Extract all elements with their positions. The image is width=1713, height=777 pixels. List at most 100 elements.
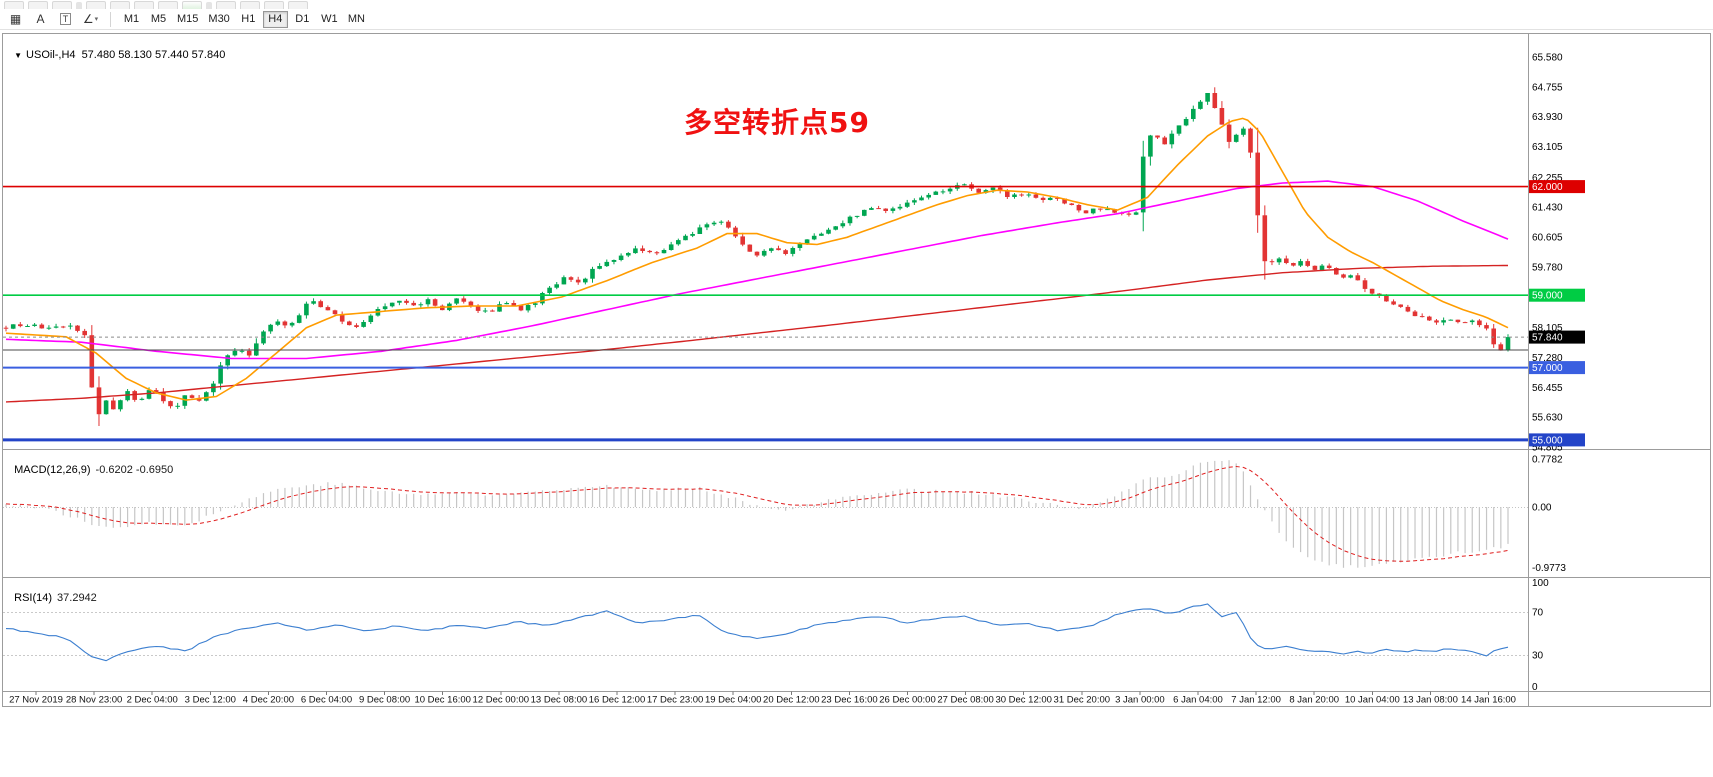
candle-body (1362, 280, 1368, 289)
candle-body (683, 235, 688, 241)
candle-body (883, 208, 888, 211)
grid-icon[interactable]: ▦ (4, 10, 27, 28)
candle-body (876, 208, 881, 210)
toolbar-button-clipped[interactable] (52, 1, 72, 9)
collapse-triangle-icon[interactable]: ▼ (14, 51, 23, 60)
candle-body (890, 208, 896, 211)
svg-text:57.000: 57.000 (1532, 363, 1563, 374)
draw-tool-icon[interactable]: ∠ ▾ (79, 10, 102, 28)
candle-body (96, 387, 102, 415)
price-badge-62.000[interactable]: 62.000 (1529, 180, 1585, 194)
candle-body (697, 227, 703, 234)
candle-body (1484, 325, 1489, 329)
timeframe-w1[interactable]: W1 (317, 11, 342, 28)
price-badge-55.000[interactable]: 55.000 (1529, 433, 1585, 447)
candle-body (1505, 337, 1511, 351)
candle-body (862, 209, 867, 216)
candle-body (1276, 258, 1282, 263)
candle-body (246, 350, 252, 356)
candle-body (676, 240, 681, 245)
candle-body (561, 277, 567, 285)
candle-body (1098, 208, 1103, 210)
toolbar-button-clipped[interactable] (4, 1, 24, 9)
toolbar-button-clipped[interactable] (86, 1, 106, 9)
candle-body (490, 310, 495, 312)
candle-body (1169, 133, 1175, 145)
candle-body (1398, 304, 1403, 307)
candle-body (347, 321, 352, 326)
candle-body (804, 239, 810, 244)
current-price-badge[interactable]: 57.840 (1529, 330, 1585, 344)
candle-body (1291, 263, 1296, 266)
timeframe-m15[interactable]: M15 (173, 11, 202, 28)
candle-body (282, 321, 288, 326)
text-tool-icon[interactable]: A (29, 10, 52, 28)
rsi-series (5, 603, 1509, 662)
candle-body (161, 392, 166, 402)
candle-body (25, 326, 30, 327)
chart-ohlc: 57.480 58.130 57.440 57.840 (81, 49, 226, 61)
price-badge-57.000[interactable]: 57.000 (1529, 361, 1585, 375)
candle-body (1427, 316, 1432, 321)
candle-body (475, 306, 481, 311)
toolbar-button-clipped[interactable] (216, 1, 236, 9)
candle-body (533, 303, 538, 305)
timeframe-m5[interactable]: M5 (146, 11, 171, 28)
candle-body (990, 187, 996, 191)
candle-body (518, 305, 524, 311)
label-tool-icon[interactable]: T (54, 10, 77, 28)
toolbar-button-clipped[interactable] (134, 1, 154, 9)
time-axis-label: 10 Dec 16:00 (414, 695, 471, 706)
time-axis-label: 27 Nov 2019 (9, 695, 63, 706)
svg-text:59.000: 59.000 (1532, 291, 1563, 302)
candle-body (60, 326, 66, 328)
candle-body (1162, 137, 1167, 145)
timeframe-m30[interactable]: M30 (204, 11, 233, 28)
timeframe-h4[interactable]: H4 (262, 10, 288, 28)
candle-body (1262, 215, 1268, 262)
price-axis-label: 61.430 (1532, 203, 1563, 214)
candle-body (1269, 261, 1275, 263)
candle-body (1284, 258, 1289, 263)
candle-body (690, 234, 695, 236)
timeframe-mn[interactable]: MN (344, 11, 369, 28)
toolbar-button-clipped[interactable] (182, 1, 202, 9)
timeframe-h1[interactable]: H1 (236, 11, 261, 28)
candle-body (432, 299, 438, 306)
candle-body (568, 277, 574, 280)
price-axis-label: 65.580 (1532, 53, 1563, 64)
candle-body (1033, 194, 1039, 198)
candle-body (53, 326, 59, 328)
time-axis-label: 31 Dec 20:00 (1054, 695, 1111, 706)
chart-title: ▼ USOil-,H4 57.480 58.130 57.440 57.840 (8, 37, 225, 61)
toolbar-separator (206, 2, 212, 9)
candle-body (1241, 128, 1246, 135)
toolbar-button-clipped[interactable] (240, 1, 260, 9)
candle-body (1348, 275, 1353, 278)
toolbar-button-clipped[interactable] (288, 1, 308, 9)
candle-body (132, 391, 137, 400)
ma-mid-magenta-line (5, 180, 1509, 360)
candle-body (790, 248, 796, 254)
candle-body (425, 299, 431, 305)
candle-body (1355, 275, 1361, 281)
candle-body (633, 248, 638, 254)
toolbar-button-clipped[interactable] (28, 1, 48, 9)
toolbar-button-clipped[interactable] (264, 1, 284, 9)
chart-annotation-text[interactable]: 多空转折点59 (684, 106, 870, 139)
timeframe-d1[interactable]: D1 (290, 11, 315, 28)
toolbar-button-clipped[interactable] (158, 1, 178, 9)
candle-body (540, 293, 545, 304)
price-badge-59.000[interactable]: 59.000 (1529, 288, 1585, 302)
candle-body (46, 327, 52, 329)
candle-body (1441, 320, 1446, 323)
candle-body (168, 401, 173, 407)
svg-text:57.840: 57.840 (1532, 333, 1563, 344)
timeframe-m1[interactable]: M1 (119, 11, 144, 28)
candle-body (189, 395, 195, 398)
candle-body (382, 306, 388, 310)
candle-body (962, 184, 967, 186)
toolbar-button-clipped[interactable] (110, 1, 130, 9)
candle-body (1155, 135, 1160, 138)
